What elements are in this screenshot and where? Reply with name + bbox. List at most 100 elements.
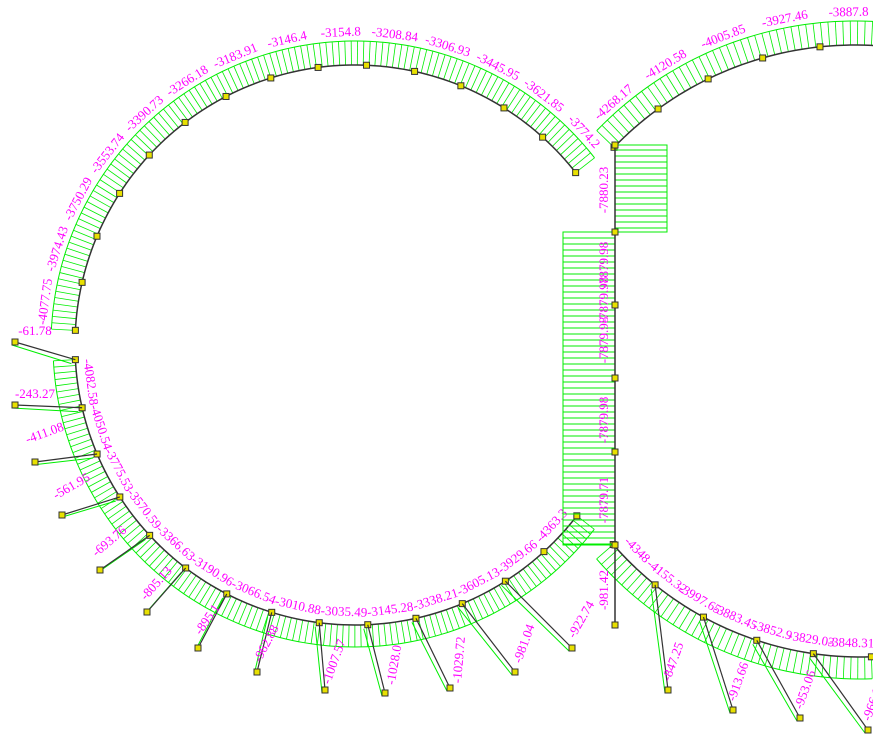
node: [612, 622, 618, 628]
node: [223, 93, 229, 99]
hatch: [562, 534, 578, 549]
hatch: [205, 80, 217, 101]
force-label: -913.66: [724, 660, 752, 703]
force-label: -922.74: [564, 598, 597, 641]
hatch: [521, 100, 535, 119]
hatch: [173, 101, 187, 120]
hatch: [531, 108, 546, 127]
hatch: [194, 582, 206, 601]
hatch: [706, 54, 716, 76]
diagram-outline: [51, 41, 594, 329]
hatch: [97, 185, 117, 198]
force-label: -3154.8: [320, 23, 361, 40]
hatch: [62, 411, 83, 416]
hatch: [622, 569, 637, 585]
hatch: [58, 279, 81, 284]
hatch: [91, 482, 110, 493]
hatch: [217, 74, 228, 95]
node: [612, 142, 618, 148]
hatch: [718, 629, 727, 649]
hatch: [699, 57, 709, 79]
force-label: -411.08: [23, 419, 65, 447]
force-label: -3570.59: [124, 486, 164, 532]
force-label: -1029.72: [449, 636, 468, 684]
hatch: [642, 91, 656, 110]
hatch: [55, 297, 79, 301]
hatch: [772, 646, 778, 667]
hatch: [73, 445, 94, 453]
hatch: [564, 143, 582, 159]
hatch: [762, 33, 768, 56]
hatch: [390, 623, 393, 645]
force-label: -962.88: [250, 622, 282, 664]
force-label: -3887.8: [828, 4, 868, 20]
hatch: [194, 87, 207, 107]
force-label: -3775.53: [102, 446, 137, 494]
hatch: [572, 153, 591, 168]
force-label: -4050.54: [87, 403, 116, 452]
hanger-diagram: [412, 622, 447, 691]
hatch: [713, 50, 723, 72]
hatch: [441, 612, 448, 633]
force-label: -966.11: [859, 680, 873, 722]
hatch: [618, 110, 634, 128]
node: [612, 375, 618, 381]
hatch: [843, 657, 844, 679]
hatch: [61, 266, 84, 272]
node: [94, 233, 100, 239]
hatch: [184, 576, 196, 594]
hatch: [446, 610, 453, 631]
hatch: [154, 117, 170, 135]
node: [569, 645, 575, 651]
hatch: [435, 613, 441, 634]
hatch: [560, 138, 578, 154]
node: [146, 152, 152, 158]
force-label: -4363.3: [532, 505, 570, 545]
hatch: [779, 648, 784, 669]
force-label: -3066.54: [230, 576, 279, 608]
hatch: [487, 77, 498, 98]
hatch: [378, 624, 380, 646]
hatch: [494, 588, 505, 607]
hatch: [67, 428, 88, 435]
hatch: [613, 115, 629, 133]
hanger: [15, 342, 75, 360]
hatch: [507, 90, 520, 110]
force-label: -3605.13: [454, 564, 502, 599]
hatch: [545, 550, 560, 566]
hatch: [95, 487, 114, 498]
hatch: [324, 623, 326, 645]
node: [868, 654, 873, 660]
hanger: [462, 604, 515, 672]
hatch: [56, 383, 78, 386]
hatch: [516, 97, 530, 117]
hatch: [375, 42, 377, 66]
force-label: -3390.73: [122, 92, 167, 134]
hatch: [724, 631, 733, 651]
hatch: [765, 645, 771, 666]
node: [705, 76, 711, 82]
hanger: [15, 405, 82, 408]
node: [665, 687, 671, 693]
hatch: [395, 622, 398, 644]
hatch: [541, 554, 556, 570]
node: [612, 302, 618, 308]
node: [512, 669, 518, 675]
hatch: [401, 621, 405, 643]
force-label: -3750.29: [60, 175, 95, 223]
hatch: [65, 254, 88, 261]
hatch: [492, 80, 504, 101]
hatch: [427, 51, 433, 74]
hatch: [548, 125, 565, 142]
hanger-diagram: [12, 345, 71, 364]
force-label: -3145.28: [366, 599, 414, 620]
hatch: [115, 159, 134, 174]
force-label: -3848.31: [828, 634, 873, 650]
force-label: -3366.63: [154, 521, 199, 563]
hatch: [632, 578, 646, 595]
hatch: [332, 42, 334, 66]
hatch: [189, 579, 201, 597]
hatch: [430, 615, 436, 636]
hatch: [60, 273, 83, 279]
hatch: [871, 21, 872, 45]
